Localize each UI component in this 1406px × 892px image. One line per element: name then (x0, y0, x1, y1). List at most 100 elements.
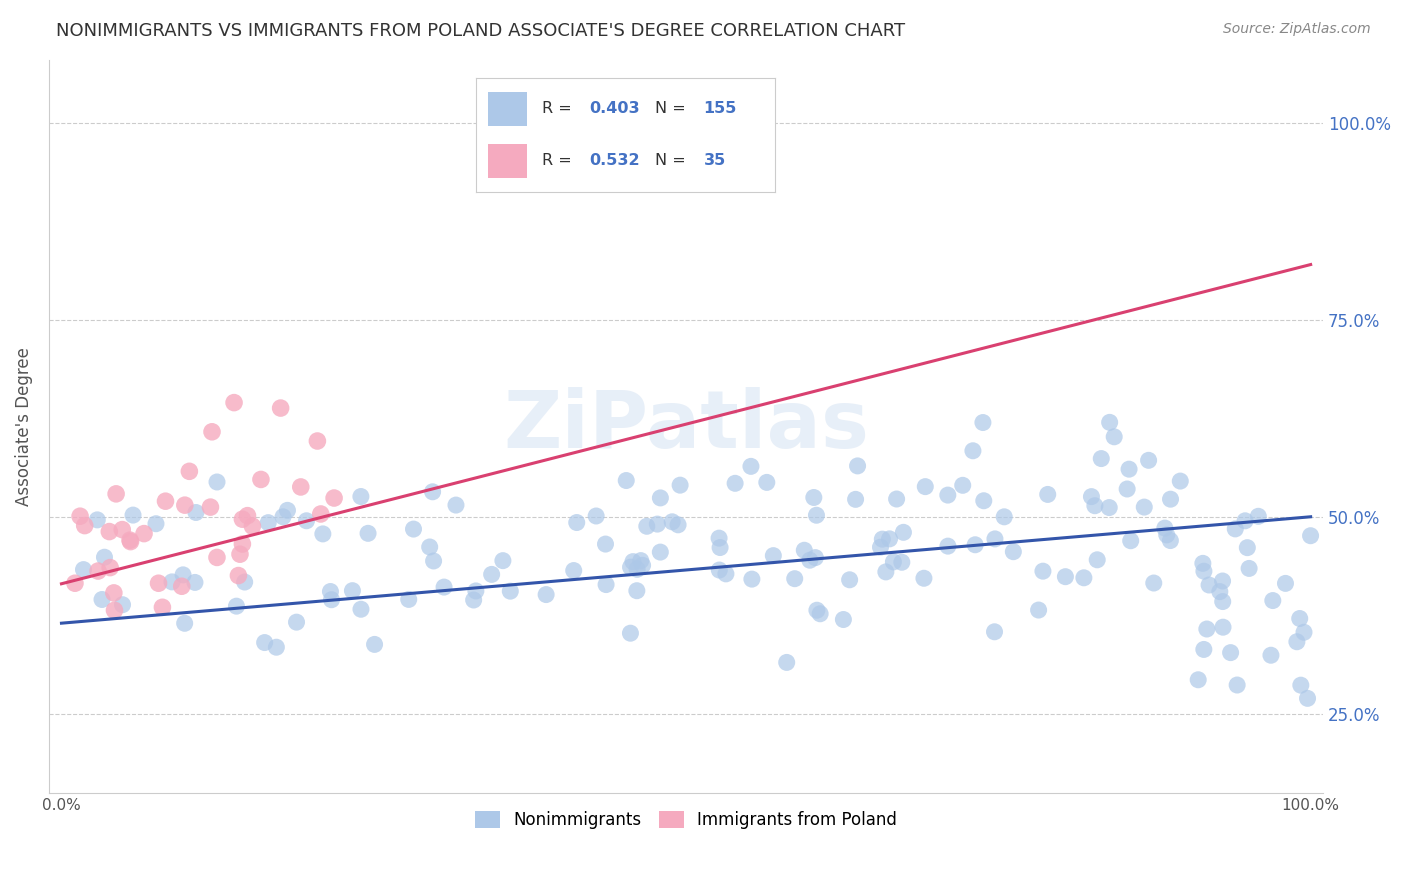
Point (184, 575, 207, 590)
Point (1084, 499, 1107, 513)
Point (669, 478, 692, 492)
Point (233, 575, 256, 590)
Point (342, 583, 364, 598)
Point (319, 584, 342, 599)
Point (1133, 500, 1156, 514)
Point (350, 602, 373, 616)
Point (1098, 415, 1121, 429)
Point (1032, 564, 1054, 578)
Point (1212, 594, 1234, 608)
Point (562, 564, 585, 578)
Point (205, 550, 228, 565)
Point (595, 577, 617, 591)
Point (1159, 533, 1181, 548)
Text: ZiPatlas: ZiPatlas (503, 387, 869, 465)
Point (155, 494, 177, 508)
Point (869, 540, 891, 554)
Point (172, 567, 194, 582)
Point (1225, 522, 1247, 536)
Point (709, 541, 731, 555)
Point (87, 564, 110, 578)
Point (1119, 533, 1142, 548)
Point (890, 555, 912, 569)
Point (614, 474, 637, 488)
Point (972, 416, 994, 430)
Point (98, 524, 121, 539)
Point (229, 547, 252, 561)
Point (724, 476, 747, 491)
Point (231, 512, 253, 526)
Point (309, 507, 332, 521)
Point (321, 592, 343, 607)
Point (148, 576, 170, 591)
Point (845, 492, 868, 507)
Point (619, 626, 641, 640)
Point (882, 555, 904, 569)
Point (879, 532, 901, 546)
Y-axis label: Associate's Degree: Associate's Degree (15, 347, 32, 506)
Legend: Nonimmigrants, Immigrants from Poland: Nonimmigrants, Immigrants from Poland (468, 804, 904, 836)
Point (1036, 487, 1059, 501)
Point (444, 498, 467, 512)
Point (111, 523, 134, 537)
Point (893, 525, 915, 540)
Point (120, 534, 142, 549)
Point (323, 491, 346, 505)
Point (225, 599, 247, 614)
Point (499, 584, 522, 599)
Point (285, 615, 308, 629)
Point (1187, 673, 1209, 687)
Point (257, 516, 280, 530)
Point (1192, 564, 1215, 578)
Point (1289, 678, 1312, 692)
Point (170, 579, 193, 593)
Point (201, 425, 224, 439)
Point (647, 517, 669, 532)
Point (276, 503, 298, 517)
Point (463, 593, 485, 607)
Point (72, 563, 94, 577)
Point (762, 549, 785, 563)
Point (1153, 521, 1175, 535)
Point (872, 532, 894, 546)
Point (783, 572, 806, 586)
Point (242, 519, 264, 533)
Point (173, 616, 195, 631)
Point (173, 498, 195, 512)
Point (755, 475, 778, 490)
Point (179, 464, 201, 478)
Point (98, 560, 121, 574)
Point (132, 526, 155, 541)
Point (776, 656, 799, 670)
Point (253, 635, 276, 649)
Point (222, 395, 245, 409)
Point (160, 574, 183, 589)
Point (965, 538, 987, 552)
Point (69, 509, 91, 524)
Point (636, 519, 658, 533)
Point (1118, 462, 1140, 476)
Point (1198, 578, 1220, 592)
Point (595, 537, 617, 551)
Point (1002, 544, 1025, 558)
Point (912, 571, 935, 585)
Point (200, 500, 222, 515)
Point (1288, 611, 1310, 625)
Point (433, 580, 456, 594)
Point (838, 573, 860, 587)
Point (1260, 648, 1282, 663)
Point (1102, 430, 1125, 444)
Point (1212, 620, 1234, 634)
Point (105, 487, 128, 501)
Point (875, 565, 897, 579)
Point (983, 624, 1005, 639)
Point (740, 459, 762, 474)
Point (231, 537, 253, 551)
Point (832, 613, 855, 627)
Point (312, 527, 335, 541)
Point (103, 586, 125, 600)
Point (93, 550, 115, 565)
Point (886, 491, 908, 506)
Point (1192, 557, 1215, 571)
Point (307, 434, 329, 448)
